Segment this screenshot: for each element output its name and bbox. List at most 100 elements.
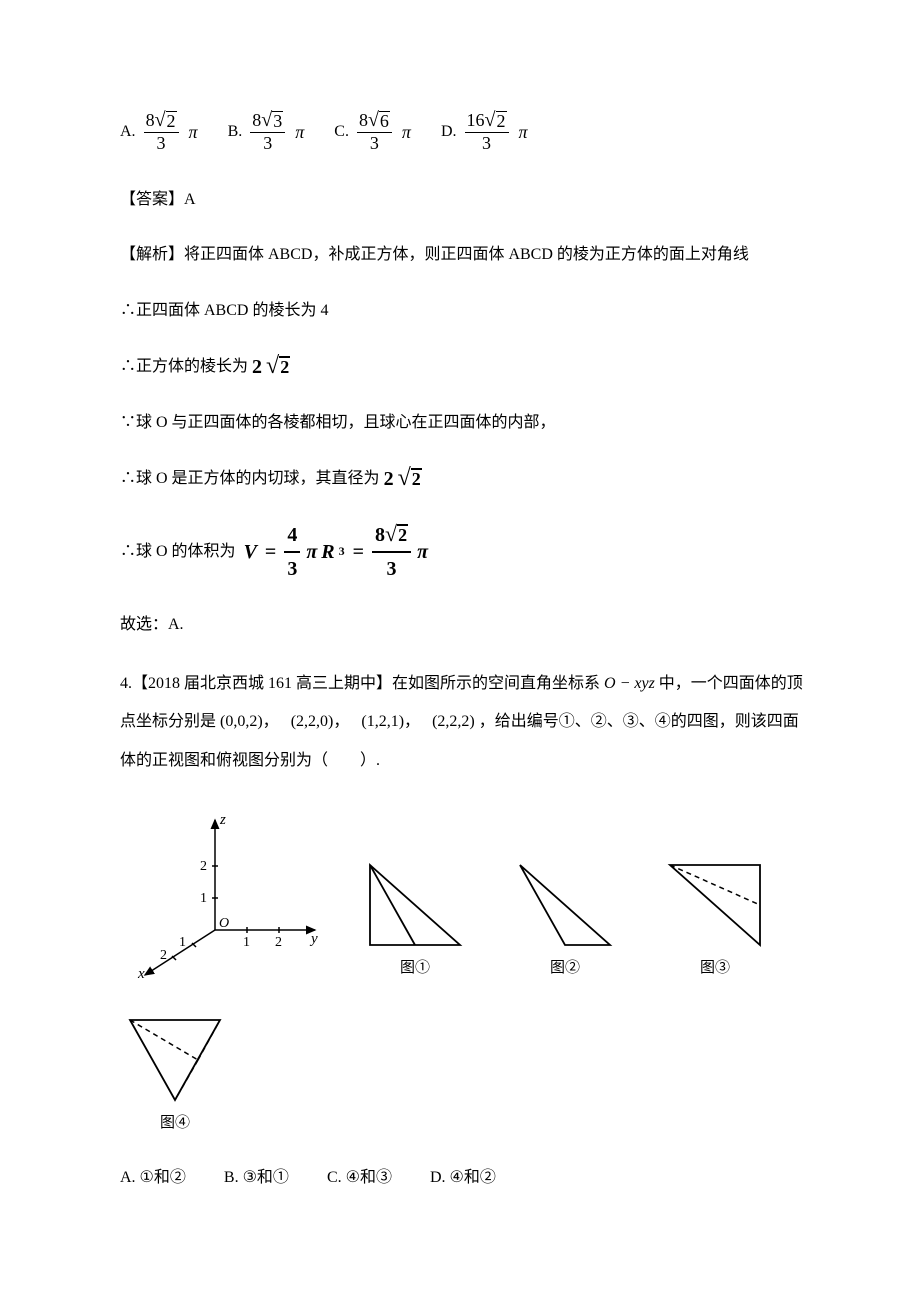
- solution-line-5: ∴球 O 是正方体的内切球，其直径为 2 √2: [120, 463, 805, 495]
- option-a-label: A.: [120, 119, 136, 145]
- fig1-label: 图①: [400, 956, 430, 980]
- figure-2: 图②: [510, 855, 620, 980]
- option-c: C. 8√6 3 π: [334, 110, 411, 154]
- option-d-label: D.: [441, 119, 457, 145]
- sol6-f2-den: 3: [384, 553, 400, 585]
- pi-symbol: π: [519, 118, 528, 147]
- figure-3: 图③: [660, 855, 770, 980]
- fig3-label: 图③: [700, 956, 730, 980]
- solution-line-6: ∴球 O 的体积为 V = 4 3 π R 3 = 8√2 3 π: [120, 519, 805, 585]
- sol6-frac2: 8√2 3: [372, 519, 411, 585]
- opt-b-coeff: 8: [252, 110, 261, 130]
- q4-coord: O − xyz: [604, 675, 655, 692]
- sol6-prefix: ∴球 O 的体积为: [120, 539, 236, 565]
- sol6-eq1: =: [265, 536, 276, 568]
- sol3-prefix: ∴正方体的棱长为: [120, 354, 248, 380]
- diagram-row-1: z y x O 1 2 1 2 1 2 图①: [120, 810, 805, 980]
- q4-p4: (2,2,2): [432, 713, 475, 730]
- figure-2-svg: [510, 855, 620, 950]
- figure-1: 图①: [360, 855, 470, 980]
- option-2d: D. ④和②: [430, 1165, 496, 1191]
- opt-b-den: 3: [261, 133, 274, 155]
- option-2c: C. ④和③: [327, 1165, 392, 1191]
- sol6-eq2: =: [353, 536, 364, 568]
- q4-p1: (0,0,2): [220, 713, 263, 730]
- sol6-frac1: 4 3: [284, 519, 300, 585]
- option-2a: A. ①和②: [120, 1165, 186, 1191]
- figure-3-svg: [660, 855, 770, 950]
- axes-svg: z y x O 1 2 1 2 1 2: [120, 810, 320, 980]
- option-b: B. 8√3 3 π: [228, 110, 305, 154]
- opt-a-den: 3: [155, 133, 168, 155]
- sol5-sqrt: √2: [398, 468, 422, 490]
- mcq-options-2: A. ①和② B. ③和① C. ④和③ D. ④和②: [120, 1165, 805, 1191]
- x-tick-2: 2: [160, 948, 167, 963]
- opt-c-rad: 6: [379, 111, 390, 132]
- sol3-sqrt: √2: [266, 356, 290, 378]
- solution-line-4: ∵球 O 与正四面体的各棱都相切，且球心在正四面体的内部，: [120, 407, 805, 439]
- opt-a-rad: 2: [166, 111, 177, 132]
- fig4-label: 图④: [160, 1111, 190, 1135]
- q4-prefix: 4.【2018 届北京西城 161 高三上期中】在如图所示的空间直角坐标系: [120, 675, 600, 692]
- opt-b-rad: 3: [272, 111, 283, 132]
- sol6-f2-rad: 2: [397, 524, 408, 546]
- sol6-f1-num: 4: [284, 519, 300, 553]
- sol6-f2-coeff: 8: [375, 524, 385, 546]
- opt-c-den: 3: [368, 133, 381, 155]
- y-label: y: [309, 931, 318, 947]
- comma: ，: [404, 713, 412, 730]
- q4-p2: (2,2,0): [291, 713, 334, 730]
- diagrams-area: z y x O 1 2 1 2 1 2 图①: [120, 810, 805, 1135]
- sol6-f1-den: 3: [284, 553, 300, 585]
- sol6-pi2: π: [417, 536, 428, 568]
- option-c-label: C.: [334, 119, 349, 145]
- question-4-text: 4.【2018 届北京西城 161 高三上期中】在如图所示的空间直角坐标系 O …: [120, 665, 805, 780]
- sol6-exp: 3: [339, 542, 345, 561]
- pi-symbol: π: [402, 118, 411, 147]
- coordinate-axes: z y x O 1 2 1 2 1 2: [120, 810, 320, 980]
- sol6-R: R: [321, 536, 334, 568]
- opt-a-coeff: 8: [146, 110, 155, 130]
- opt-c-coeff: 8: [359, 110, 368, 130]
- answer-line: 【答案】A: [120, 184, 805, 216]
- option-a: A. 8√2 3 π: [120, 110, 198, 154]
- comma: ，: [263, 713, 271, 730]
- figure-4: 图④: [120, 1010, 230, 1135]
- mcq-options-1: A. 8√2 3 π B. 8√3 3 π C. 8√6 3 π D. 16√2…: [120, 110, 805, 154]
- solution-line-3: ∴正方体的棱长为 2 √2: [120, 351, 805, 383]
- fig2-label: 图②: [550, 956, 580, 980]
- x-tick-1: 1: [179, 935, 186, 950]
- q4-p3: (1,2,1): [361, 713, 404, 730]
- opt-d-rad: 2: [496, 111, 507, 132]
- sol3-rad: 2: [279, 356, 290, 378]
- comma: ，: [333, 713, 341, 730]
- option-d-fraction: 16√2 3: [465, 110, 509, 154]
- opt-d-coeff: 16: [467, 110, 485, 130]
- sol6-pi: π: [306, 536, 317, 568]
- option-a-fraction: 8√2 3: [144, 110, 179, 154]
- option-b-label: B.: [228, 119, 243, 145]
- solution-conclusion: 故选：A.: [120, 609, 805, 641]
- option-d: D. 16√2 3 π: [441, 110, 528, 154]
- z-tick-1: 1: [200, 891, 207, 906]
- option-2b: B. ③和①: [224, 1165, 289, 1191]
- z-label: z: [219, 812, 226, 828]
- figure-1-svg: [360, 855, 470, 950]
- solution-line-1: 【解析】将正四面体 ABCD，补成正方体，则正四面体 ABCD 的棱为正方体的面…: [120, 240, 805, 270]
- y-tick-1: 1: [243, 935, 250, 950]
- solution-line-2: ∴正四面体 ABCD 的棱长为 4: [120, 295, 805, 327]
- sol5-prefix: ∴球 O 是正方体的内切球，其直径为: [120, 466, 380, 492]
- origin-label: O: [219, 916, 229, 931]
- y-tick-2: 2: [275, 935, 282, 950]
- sol5-coeff: 2: [384, 463, 394, 495]
- sol3-coeff: 2: [252, 351, 262, 383]
- pi-symbol: π: [295, 118, 304, 147]
- sol6-V: V: [244, 536, 257, 568]
- x-label: x: [137, 966, 145, 980]
- figure-4-svg: [120, 1010, 230, 1105]
- option-b-fraction: 8√3 3: [250, 110, 285, 154]
- diagram-row-2: 图④: [120, 1010, 805, 1135]
- opt-d-den: 3: [480, 133, 493, 155]
- sol5-rad: 2: [411, 468, 422, 490]
- option-c-fraction: 8√6 3: [357, 110, 392, 154]
